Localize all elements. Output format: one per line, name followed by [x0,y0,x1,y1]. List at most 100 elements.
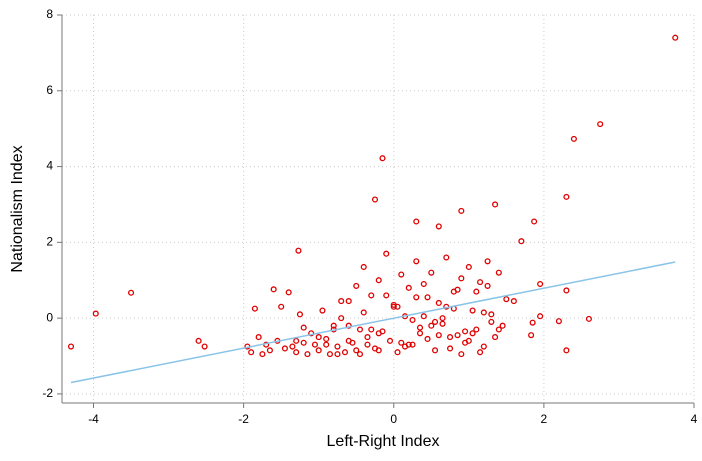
point [270,286,277,293]
point [300,324,307,331]
point [458,351,465,358]
point [435,223,442,230]
point [92,310,99,317]
point [488,318,495,325]
point [465,263,472,271]
point [597,121,604,128]
y-tick-label: 0 [46,310,53,324]
point [383,292,390,299]
point [338,315,345,322]
point [308,330,315,337]
y-axis-label: Nationalism Index [9,145,26,272]
point [383,250,390,257]
point [315,347,322,354]
point [531,218,538,225]
point [375,330,382,337]
point [360,263,367,271]
point [281,345,288,352]
point [345,298,352,305]
point [323,335,330,343]
point [510,298,517,305]
point [585,315,592,322]
point [435,332,442,339]
point [311,341,319,348]
point [480,343,487,350]
point [401,343,409,350]
point [435,299,442,307]
point [439,320,446,327]
point [454,286,461,293]
point [67,343,75,350]
point [368,292,375,299]
point [266,347,273,354]
point [484,258,491,265]
point [443,254,450,261]
point [529,319,536,326]
point [334,343,341,350]
point [447,345,454,352]
point [518,238,525,245]
point [259,351,266,358]
point [398,339,405,346]
point [251,305,258,312]
point [570,135,577,142]
point [413,258,420,265]
point [405,284,412,291]
point [345,322,352,329]
x-tick-label: -4 [88,412,99,426]
x-tick-label: 2 [541,412,548,426]
point [409,316,416,324]
point [431,318,439,325]
point [469,307,476,314]
point [315,334,322,341]
point [495,269,502,276]
y-tick-label: 8 [46,7,53,21]
point [462,328,469,335]
point [296,311,303,318]
point [484,282,491,289]
point [334,351,341,358]
point [424,294,431,301]
point [356,351,364,358]
point [495,326,502,333]
point [201,343,208,350]
point [364,341,371,348]
point [300,339,307,346]
point [371,196,379,203]
point [416,330,424,337]
point [473,326,480,333]
point [492,334,499,341]
point [537,280,544,288]
point [398,271,405,278]
point [330,322,337,329]
x-tick-label: 4 [691,412,698,426]
point [319,307,326,314]
point [428,322,435,329]
x-tick-label: 0 [390,412,397,426]
point [563,193,570,200]
point [364,334,371,341]
point [278,303,285,310]
point [473,288,480,295]
point [368,326,375,333]
point [555,318,562,325]
point [409,341,416,348]
point [326,351,334,358]
y-tick-label: 6 [46,83,53,97]
point [285,289,292,296]
point [353,347,360,354]
point [379,155,386,162]
x-axis-label: Left-Right Index [327,433,440,450]
point [454,332,461,339]
y-tick-label: 4 [46,159,53,173]
point [390,303,397,310]
point [492,201,499,208]
point [424,335,431,343]
point [428,269,435,276]
point [420,313,427,320]
point [394,349,401,356]
point [341,349,349,356]
point [499,322,506,329]
point [345,337,352,344]
